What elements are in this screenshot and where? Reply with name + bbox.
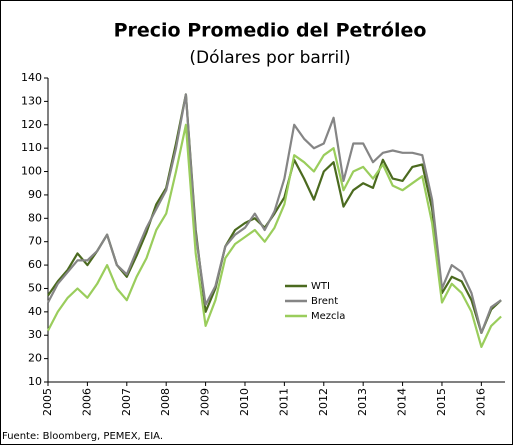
line-series: [47, 123, 502, 348]
y-tick-label: 20: [28, 352, 42, 365]
source: Fuente: Bloomberg, PEMEX, EIA.: [2, 431, 163, 442]
legend-label: Brent: [311, 296, 338, 307]
chart-title: Precio Promedio del Petróleo: [114, 20, 427, 42]
legend-label: Mezcla: [311, 311, 345, 322]
legend-label: WTI: [311, 281, 330, 292]
y-tick-label: 60: [28, 258, 42, 271]
y-tick-label: 100: [21, 165, 42, 178]
y-tick-label: 140: [21, 71, 42, 84]
y-tick-label: 80: [28, 211, 42, 224]
x-tick-label: 2015: [435, 388, 448, 416]
line-series: [47, 93, 502, 334]
x-tick-label: 2012: [317, 388, 330, 416]
y-tick-label: 50: [28, 281, 42, 294]
y-tick-label: 120: [21, 118, 42, 131]
y-tick-label: 130: [21, 94, 42, 107]
x-tick-label: 2010: [238, 388, 251, 416]
y-tick-label: 90: [28, 188, 42, 201]
x-tick-label: 2013: [356, 388, 369, 416]
x-tick-label: 2009: [199, 388, 212, 416]
x-tick-label: 2008: [159, 388, 172, 416]
y-tick-label: 110: [21, 141, 42, 154]
x-tick-label: 2006: [80, 388, 93, 416]
x-tick-label: 2014: [396, 388, 409, 416]
x-tick-label: 2007: [120, 388, 133, 416]
y-tick-label: 40: [28, 305, 42, 318]
x-tick-label: 2011: [277, 388, 290, 416]
y-tick-label: 10: [28, 375, 42, 388]
x-tick-label: 2005: [41, 388, 54, 416]
y-tick-label: 30: [28, 328, 42, 341]
y-tick-label: 70: [28, 235, 42, 248]
x-tick-label: 2016: [474, 388, 487, 416]
chart-subtitle: (Dólares por barril): [189, 48, 350, 68]
